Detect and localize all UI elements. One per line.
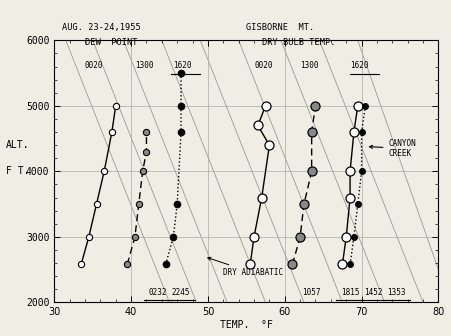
Text: GISBORNE  MT.: GISBORNE MT. xyxy=(246,24,314,33)
Text: 1300: 1300 xyxy=(299,61,318,70)
Text: 1300: 1300 xyxy=(134,61,153,70)
X-axis label: TEMP.  °F: TEMP. °F xyxy=(220,320,272,330)
Text: 0232: 0232 xyxy=(148,288,167,297)
Text: 1815: 1815 xyxy=(340,288,359,297)
Text: 0020: 0020 xyxy=(85,61,103,70)
Text: 1353: 1353 xyxy=(386,288,405,297)
Text: CANYON
CREEK: CANYON CREEK xyxy=(368,139,415,158)
Text: AUG. 23-24,1955: AUG. 23-24,1955 xyxy=(62,24,140,33)
Text: DRY ADIABATIC: DRY ADIABATIC xyxy=(207,257,283,278)
Text: 1452: 1452 xyxy=(363,288,382,297)
Text: DEW  POINT: DEW POINT xyxy=(85,38,137,47)
Text: ALT.: ALT. xyxy=(6,140,29,150)
Text: 1620: 1620 xyxy=(173,61,191,70)
Text: DRY BULB TEMP.: DRY BULB TEMP. xyxy=(261,38,335,47)
Text: F T.: F T. xyxy=(6,166,29,176)
Text: 1057: 1057 xyxy=(302,288,320,297)
Text: 0020: 0020 xyxy=(253,61,272,70)
Text: 1620: 1620 xyxy=(350,61,368,70)
Text: 2245: 2245 xyxy=(171,288,190,297)
